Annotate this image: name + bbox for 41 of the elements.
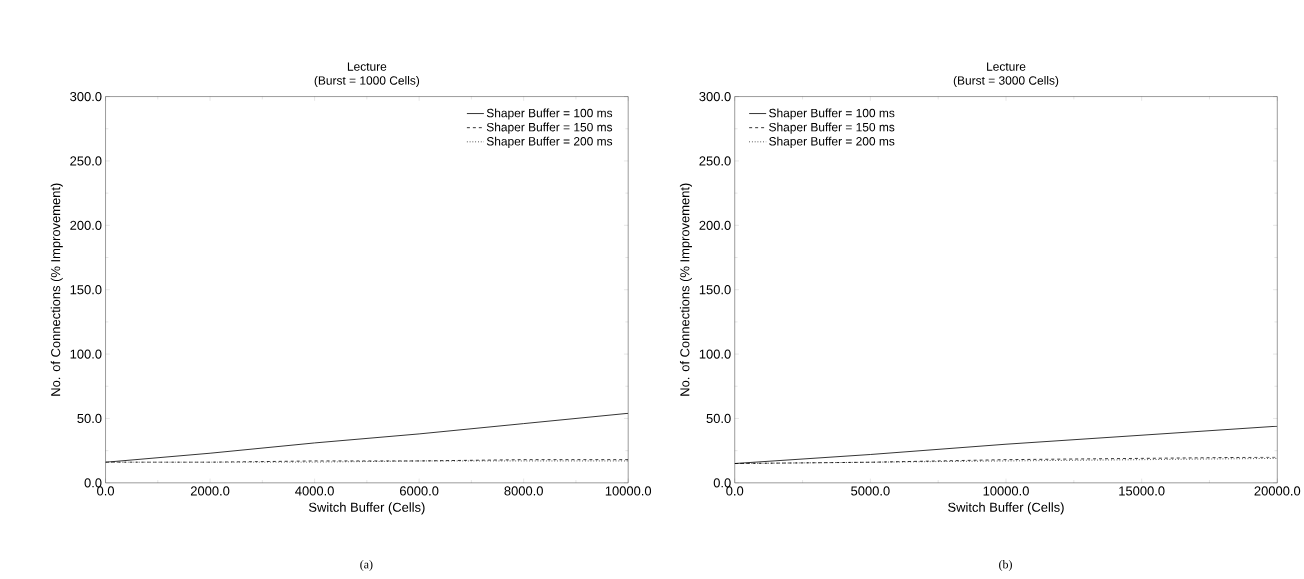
x-tick-label: 6000.0 xyxy=(400,486,439,496)
x-tick-label: 0.0 xyxy=(97,486,115,496)
chart-title: Lecture xyxy=(987,62,1026,71)
y-tick-label: 100.0 xyxy=(70,349,102,359)
legend-label: Shaper Buffer = 150 ms xyxy=(486,122,613,134)
x-tick-label: 4000.0 xyxy=(295,486,334,496)
y-tick-label: 0.0 xyxy=(713,478,731,488)
y-tick-label: 100.0 xyxy=(699,349,731,359)
x-tick-label: 10000.0 xyxy=(605,486,652,496)
legend-label: Shaper Buffer = 200 ms xyxy=(486,136,613,148)
legend-label: Shaper Buffer = 100 ms xyxy=(486,108,613,120)
x-tick-label: 8000.0 xyxy=(504,486,543,496)
chart-subtitle: (Burst = 3000 Cells) xyxy=(953,75,1059,87)
x-tick-label: 0.0 xyxy=(726,486,744,496)
text: (a) xyxy=(360,559,373,571)
chart-title: Lecture xyxy=(347,62,387,71)
y-tick-label: 200.0 xyxy=(699,220,731,230)
y-tick-label: 250.0 xyxy=(70,156,102,166)
x-tick-label: 20000.0 xyxy=(1254,486,1301,496)
y-tick-label: 250.0 xyxy=(699,156,731,166)
legend-label: Shaper Buffer = 150 ms xyxy=(769,122,895,134)
chart-subtitle: (Burst = 1000 Cells) xyxy=(314,75,420,87)
x-tick-label: 2000.0 xyxy=(190,486,230,496)
y-tick-label: 150.0 xyxy=(699,284,731,295)
y-tick-label: 50.0 xyxy=(706,413,731,423)
x-tick-label: 15000.0 xyxy=(1119,486,1165,496)
y-tick-label: 50.0 xyxy=(77,413,102,423)
x-tick-label: 5000.0 xyxy=(851,486,890,496)
y-tick-label: 300.0 xyxy=(699,91,731,101)
y-tick-label: 200.0 xyxy=(70,220,102,230)
y-tick-label: 0.0 xyxy=(84,478,102,488)
y-axis-title: No. of Connections (% Improvement) xyxy=(679,183,692,396)
y-axis-title: No. of Connections (% Improvement) xyxy=(50,183,63,396)
x-axis-title: Switch Buffer (Cells) xyxy=(308,502,425,515)
y-tick-label: 150.0 xyxy=(70,284,102,295)
legend-label: Shaper Buffer = 100 ms xyxy=(769,108,895,120)
x-axis-title: Switch Buffer (Cells) xyxy=(948,502,1064,515)
legend-label: Shaper Buffer = 200 ms xyxy=(769,136,895,148)
x-tick-label: 10000.0 xyxy=(983,486,1029,496)
text: (b) xyxy=(999,559,1012,571)
y-tick-label: 300.0 xyxy=(70,91,102,101)
